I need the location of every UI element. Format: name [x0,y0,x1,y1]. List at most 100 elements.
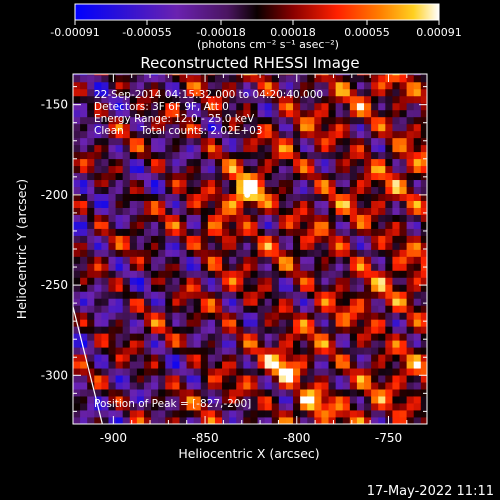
heatmap-cell [143,417,152,424]
heatmap-cell [151,403,159,411]
heatmap-cell [364,382,372,390]
heatmap-cell [293,207,301,215]
heatmap-cell [200,368,209,376]
heatmap-cell [108,389,116,397]
heatmap-cell [356,74,365,83]
heatmap-cell [136,382,145,390]
heatmap-cell [399,144,408,153]
heatmap-cell [278,221,287,229]
heatmap-cell [243,312,251,320]
heatmap-cell [115,305,124,313]
heatmap-cell [300,109,308,118]
heatmap-cell [371,81,379,90]
heatmap-cell [158,179,166,188]
heatmap-cell [186,207,195,215]
heatmap-cell [406,361,415,369]
heatmap-cell [406,319,415,327]
heatmap-cell [300,410,308,418]
heatmap-cell [122,326,131,334]
heatmap-cell [349,403,358,411]
heatmap-cell [285,81,294,90]
heatmap-cell [108,95,116,104]
heatmap-cell [229,186,237,194]
heatmap-cell [321,144,329,153]
heatmap-cell [399,375,408,383]
heatmap-cell [257,228,266,236]
annotation-clean-counts: Clean Total counts: 2.02E+03 [94,125,263,137]
heatmap-cell [165,172,173,181]
heatmap-cell [264,74,273,83]
heatmap-cell [151,361,159,369]
heatmap-cell [300,144,308,153]
heatmap-cell [115,172,124,181]
heatmap-cell [186,95,195,104]
heatmap-cell [186,375,195,383]
heatmap-cell [420,214,427,222]
heatmap-cell [129,130,138,139]
heatmap-cell [222,123,230,132]
heatmap-cell [321,186,329,194]
heatmap-cell [73,242,81,250]
heatmap-cell [307,333,315,341]
heatmap-cell [193,417,202,424]
heatmap-cell [378,396,386,404]
heatmap-cell [73,291,81,299]
heatmap-cell [399,333,408,341]
heatmap-cell [87,228,95,236]
heatmap-cell [143,74,152,83]
heatmap-cell [179,165,187,174]
heatmap-cell [222,158,230,167]
heatmap-cell [392,354,400,362]
heatmap-cell [392,305,400,313]
heatmap-cell [136,410,145,418]
heatmap-cell [399,186,408,194]
heatmap-cell [406,368,415,376]
heatmap-cell [122,130,131,139]
heatmap-cell [378,151,386,160]
heatmap-cell [364,74,372,83]
heatmap-cell [285,249,294,257]
heatmap-cell [314,319,322,327]
heatmap-cell [129,410,138,418]
heatmap-cell [172,347,180,355]
heatmap-cell [151,137,159,146]
heatmap-cell [186,347,195,355]
heatmap-cell [420,249,427,257]
heatmap-cell [129,326,138,334]
heatmap-cell [94,375,102,383]
heatmap-cell [314,228,322,236]
heatmap-cell [143,88,152,97]
heatmap-cell [214,375,223,383]
heatmap-cell [179,368,187,376]
heatmap-cell [151,354,159,362]
heatmap-cell [420,74,427,76]
heatmap-cell [307,284,315,292]
heatmap-cell [94,186,102,194]
heatmap-cell [222,221,230,229]
heatmap-cell [94,417,102,424]
heatmap-cell [151,193,159,201]
heatmap-cell [214,417,223,424]
heatmap-cell [278,270,287,278]
heatmap-cell [307,109,315,118]
heatmap-cell [413,319,422,327]
heatmap-cell [186,305,195,313]
heatmap-cell [420,375,427,383]
heatmap-cell [378,319,386,327]
heatmap-cell [328,123,337,132]
heatmap-cell [321,116,329,125]
heatmap-cell [193,389,202,397]
heatmap-cell [250,361,258,369]
heatmap-cell [314,270,322,278]
heatmap-cell [151,256,159,264]
heatmap-cell [413,116,422,125]
heatmap-cell [264,305,273,313]
heatmap-cell [335,165,344,174]
heatmap-cell [94,158,102,167]
heatmap-cell [158,81,166,90]
heatmap-cell [300,158,308,167]
heatmap-cell [87,256,95,264]
heatmap-cell [321,312,329,320]
heatmap-cell [356,235,365,243]
heatmap-cell [371,291,379,299]
